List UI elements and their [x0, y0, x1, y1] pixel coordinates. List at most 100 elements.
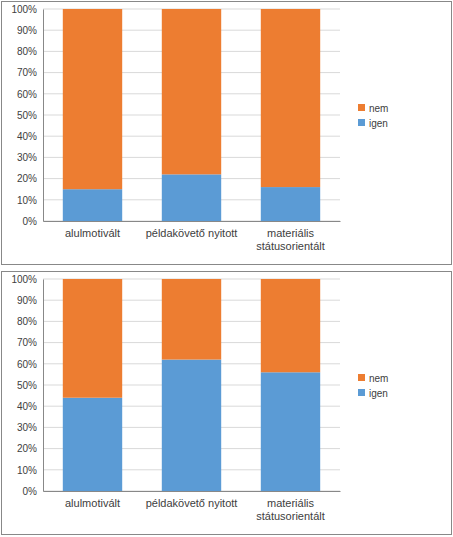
tick: példakövető nyitott [146, 491, 238, 509]
bar [261, 9, 320, 187]
grid [43, 9, 340, 221]
tick-label: 80% [17, 316, 37, 327]
legend-item: nem [358, 373, 388, 384]
tick-label: példakövető nyitott [146, 497, 238, 509]
legend-swatch [358, 119, 365, 126]
legend-label: nem [369, 103, 388, 114]
legend-label: nem [369, 373, 388, 384]
bar [63, 279, 122, 398]
tick-label: 30% [17, 422, 37, 433]
tick-label: 90% [17, 295, 37, 306]
tick-label: materiálisstátusorientált [256, 227, 324, 252]
axis-line [44, 491, 341, 492]
tick: alulmotivált [65, 491, 120, 509]
tick: 50% [17, 380, 43, 391]
tick: 70% [17, 67, 43, 78]
bar [162, 174, 221, 221]
tick-label: 100% [11, 4, 37, 15]
bar [162, 279, 221, 360]
series [63, 9, 320, 189]
y-axis: 0% 10% 20% 30% 40% 50% 60% 70% 80% 90% 100% [11, 274, 43, 497]
tick-label-line: materiális [267, 227, 315, 239]
tick-label: alulmotivált [65, 227, 120, 239]
page: 0% 10% 20% 30% 40% 50% 60% 70% 80% 90% 100% alulmot… [0, 0, 453, 537]
bar [261, 372, 320, 491]
tick: példakövető nyitott [146, 221, 238, 239]
tick-label: materiálisstátusorientált [256, 497, 324, 522]
tick-label: 50% [17, 110, 37, 121]
tick-label: példakövető nyitott [146, 227, 238, 239]
bar [261, 187, 320, 221]
legend-swatch [358, 374, 365, 381]
tick: 70% [17, 337, 43, 348]
x-axis: alulmotivált példakövető nyitott materiáli… [44, 491, 341, 522]
tick: 20% [17, 173, 43, 184]
legend-item: igen [358, 388, 388, 399]
tick: 0% [23, 216, 43, 227]
chart: 0% 10% 20% 30% 40% 50% 60% 70% 80% 90% 100% alulmot… [2, 272, 452, 535]
plot: 0% 10% 20% 30% 40% 50% 60% 70% 80% 90% 100% alulmot… [11, 274, 340, 522]
tick-label: 40% [17, 131, 37, 142]
x-axis: alulmotivált példakövető nyitott materiáli… [44, 221, 341, 252]
bar [63, 9, 122, 189]
tick: 20% [17, 443, 43, 454]
tick: 10% [17, 195, 43, 206]
tick-label: 70% [17, 337, 37, 348]
tick-label: 40% [17, 401, 37, 412]
tick-label: 10% [17, 195, 37, 206]
grid [43, 279, 340, 491]
chart-frame [2, 272, 452, 535]
tick: materiálisstátusorientált [256, 221, 324, 252]
tick: 100% [11, 4, 43, 15]
tick-label: 70% [17, 67, 37, 78]
chart-frame [2, 2, 452, 265]
legend-swatch [358, 104, 365, 111]
legend-swatch [358, 389, 365, 396]
bar [162, 9, 221, 174]
tick-label: 60% [17, 359, 37, 370]
axis-line [43, 10, 44, 222]
legend-item: nem [358, 103, 388, 114]
tick: 50% [17, 110, 43, 121]
tick: 90% [17, 25, 43, 36]
tick-label: 90% [17, 25, 37, 36]
tick-label: 30% [17, 152, 37, 163]
axis-line [44, 221, 341, 222]
tick-label: 60% [17, 89, 37, 100]
tick-label: 20% [17, 443, 37, 454]
series [63, 279, 320, 398]
bars [63, 279, 320, 491]
tick: 80% [17, 316, 43, 327]
tick: 100% [11, 274, 43, 285]
tick-label: 50% [17, 380, 37, 391]
tick-label: 100% [11, 274, 37, 285]
tick: 30% [17, 152, 43, 163]
legend-item: igen [358, 118, 388, 129]
tick-label: 0% [23, 216, 38, 227]
bar [162, 360, 221, 491]
chart: 0% 10% 20% 30% 40% 50% 60% 70% 80% 90% 100% alulmot… [2, 2, 452, 265]
tick: 60% [17, 89, 43, 100]
bar [63, 189, 122, 221]
tick: 40% [17, 131, 43, 142]
legend: nem igen [358, 103, 388, 129]
bar [63, 398, 122, 491]
y-axis: 0% 10% 20% 30% 40% 50% 60% 70% 80% 90% 100% [11, 4, 43, 227]
tick-label: 10% [17, 465, 37, 476]
tick-label-line: státusorientált [256, 240, 324, 252]
tick: 90% [17, 295, 43, 306]
axis-line [43, 280, 44, 492]
tick-label: 20% [17, 173, 37, 184]
tick: materiálisstátusorientált [256, 491, 324, 522]
tick-label: 80% [17, 46, 37, 57]
tick-label-line: státusorientált [256, 510, 324, 522]
tick-label: 0% [23, 486, 38, 497]
legend-label: igen [369, 118, 388, 129]
bars [63, 9, 320, 221]
tick-label-line: materiális [267, 497, 315, 509]
tick-label: alulmotivált [65, 497, 120, 509]
tick: 10% [17, 465, 43, 476]
legend-label: igen [369, 388, 388, 399]
plot: 0% 10% 20% 30% 40% 50% 60% 70% 80% 90% 100% alulmot… [11, 4, 340, 252]
bar [261, 279, 320, 372]
